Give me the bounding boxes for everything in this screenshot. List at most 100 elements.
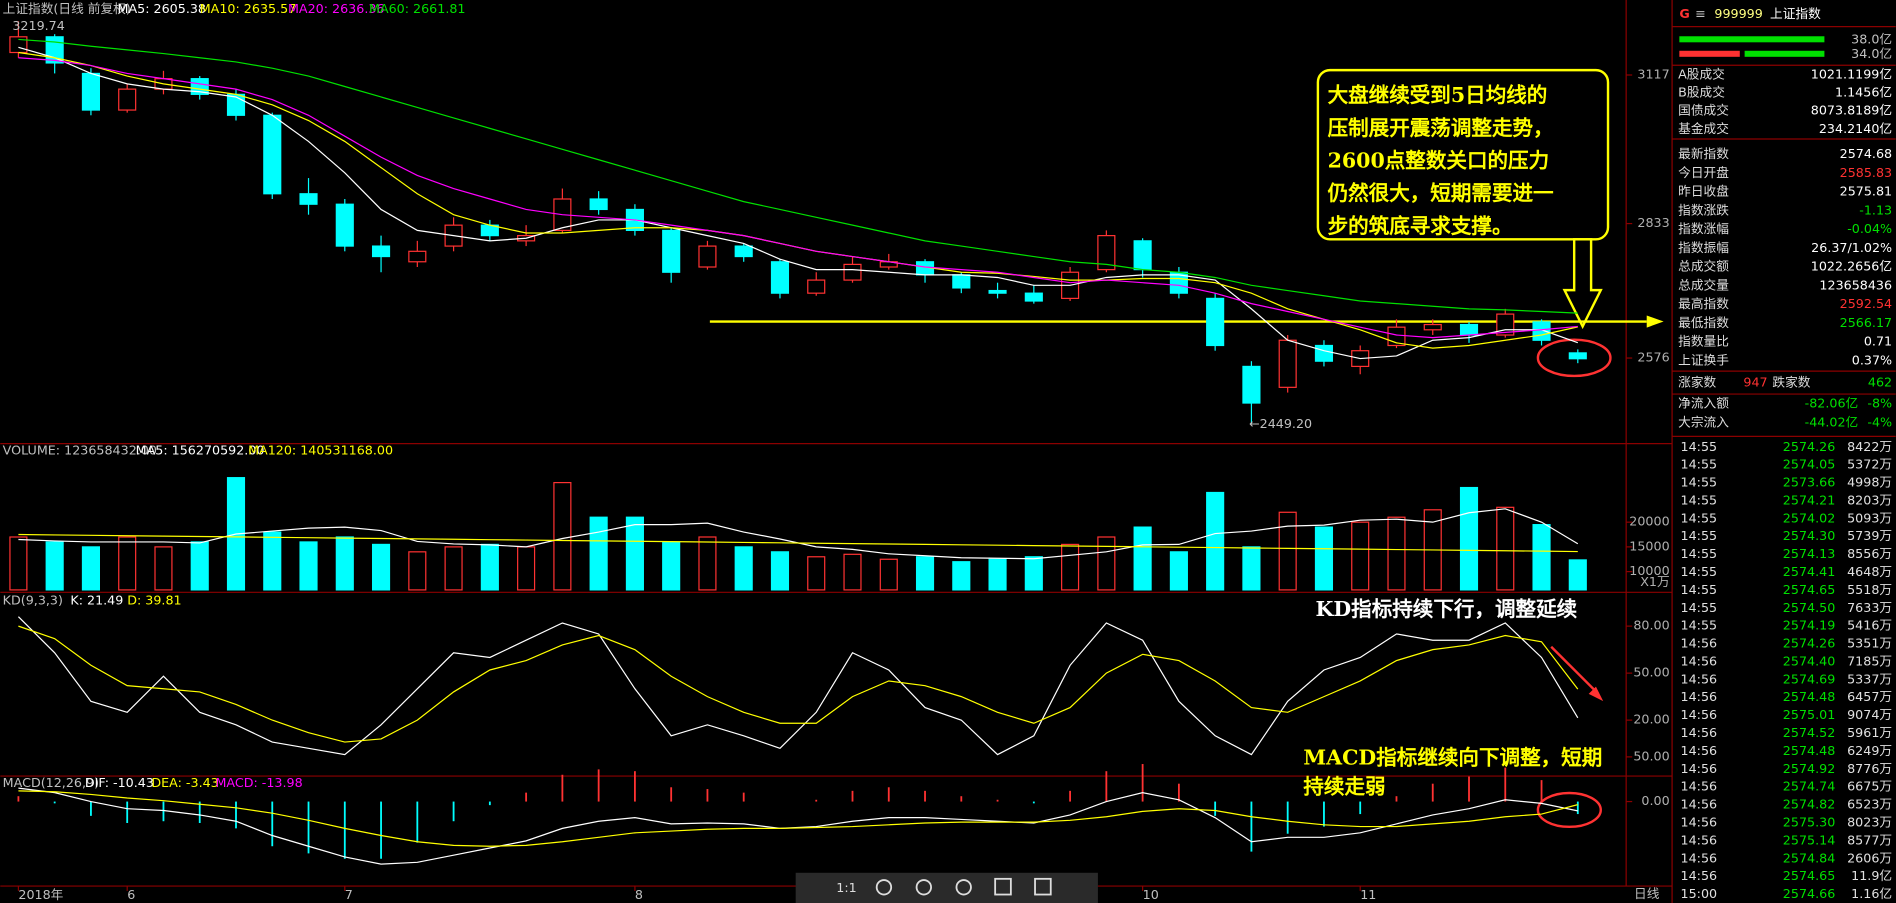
zoom-in[interactable] <box>875 879 893 896</box>
refresh[interactable] <box>955 879 972 896</box>
volume-bar <box>45 541 64 591</box>
select[interactable] <box>994 877 1012 896</box>
volume-bar <box>915 556 935 591</box>
tick-time: 14:55 <box>1681 600 1718 615</box>
zoom-out[interactable] <box>915 879 932 896</box>
pane-title: 上证指数(日线 前复权) <box>3 1 131 16</box>
y-tick-label: 15000 <box>1629 538 1669 553</box>
candle-body <box>1097 235 1116 271</box>
stat-value: -4% <box>1867 415 1892 430</box>
macd-note: 持续走弱 <box>1303 775 1385 799</box>
tick-price: 2574.52 <box>1783 725 1835 740</box>
stat-label: 今日开盘 <box>1678 165 1729 180</box>
tick-volume: 8422万 <box>1847 439 1892 454</box>
candle-body <box>299 193 318 205</box>
tick-volume: 8577万 <box>1847 832 1892 847</box>
volume-bar <box>335 536 354 591</box>
stat-label: 昨日收盘 <box>1678 184 1729 199</box>
legend-entry: MA10: 2635.57 <box>200 1 297 16</box>
stat-label: 指数振幅 <box>1678 240 1729 255</box>
stat-label: 总成交额 <box>1678 259 1729 274</box>
volume-bar <box>734 546 753 591</box>
stat-value: 2574.68 <box>1840 146 1892 161</box>
volume-bar <box>190 541 209 591</box>
tick-volume: 2606万 <box>1847 850 1892 865</box>
candle-body <box>408 250 427 263</box>
tick-price: 2575.14 <box>1783 832 1835 847</box>
tick-time: 14:56 <box>1681 689 1718 704</box>
period-label: 日线 <box>1634 886 1660 901</box>
stat-label: 指数涨跌 <box>1678 202 1729 217</box>
volume-bar <box>662 541 681 591</box>
tick-time: 14:56 <box>1681 779 1718 794</box>
tick-time: 14:55 <box>1681 457 1718 472</box>
stat-value: 2575.81 <box>1840 184 1892 199</box>
stat-label: 净流入额 <box>1678 395 1729 410</box>
volume-bar <box>1314 526 1334 591</box>
zoom-reset[interactable]: 1:1 <box>836 880 856 895</box>
tick-time: 14:55 <box>1681 510 1718 525</box>
tick-price: 2574.26 <box>1783 439 1835 454</box>
stock-name: 上证指数 <box>1770 6 1821 21</box>
save[interactable] <box>1034 877 1052 896</box>
line <box>18 57 1578 339</box>
line <box>18 533 1578 553</box>
y-tick-label: 50.00 <box>1633 748 1669 763</box>
volume-bar <box>263 531 282 591</box>
stat-label: 涨家数 <box>1678 375 1716 390</box>
stat-value: 8073.8189亿 <box>1811 103 1892 118</box>
tick-price: 2574.92 <box>1783 761 1835 776</box>
candle-body <box>988 289 1007 294</box>
tick-time: 14:55 <box>1681 528 1718 543</box>
tick-volume: 6249万 <box>1847 743 1892 758</box>
tick-price: 2574.48 <box>1783 743 1835 758</box>
candle-body <box>807 279 826 294</box>
volume-bar <box>1133 526 1152 591</box>
tick-volume: 6675万 <box>1847 779 1892 794</box>
stat-value: -1.13 <box>1859 202 1892 217</box>
volume-bar <box>807 556 826 591</box>
y-tick-label: 2576 <box>1637 350 1669 365</box>
stat-value: 2592.54 <box>1840 296 1892 311</box>
code-mark: G <box>1679 6 1689 21</box>
stat-value: 2566.17 <box>1840 315 1892 330</box>
stat-value: 1022.2656亿 <box>1811 259 1892 274</box>
tick-volume: 9074万 <box>1847 707 1892 722</box>
highlight-circle <box>1536 791 1602 829</box>
volume-bar <box>408 551 427 591</box>
ratio-bar <box>1679 50 1740 57</box>
candle-body <box>952 274 971 289</box>
tick-volume: 5337万 <box>1847 671 1892 686</box>
tick-price: 2574.02 <box>1783 510 1835 525</box>
candle-body <box>9 36 28 54</box>
stat-label: 最新指数 <box>1678 146 1729 161</box>
tick-price: 2574.26 <box>1783 636 1835 651</box>
tick-time: 14:56 <box>1681 832 1718 847</box>
candle-body <box>1532 321 1551 341</box>
volume-bar <box>1496 506 1515 591</box>
volume-bar <box>1459 486 1479 591</box>
y-tick-label: 10000 <box>1629 563 1669 578</box>
macd-note: MACD指标继续向下调整，短期 <box>1303 746 1602 770</box>
tick-volume: 8203万 <box>1847 492 1892 507</box>
tick-price: 2574.74 <box>1783 779 1835 794</box>
note-line: 仍然很大，短期需要进一 <box>1328 181 1554 205</box>
legend-entry: MA120: 140531168.00 <box>248 442 393 457</box>
tick-volume: 8023万 <box>1847 814 1892 829</box>
tick-price: 2574.41 <box>1783 564 1835 579</box>
stat-label: 最低指数 <box>1678 315 1729 330</box>
line <box>18 790 1578 847</box>
volume-bar <box>553 481 572 591</box>
candle-body <box>734 245 753 258</box>
stat-value: 0.71 <box>1864 334 1892 349</box>
y-tick-label: 20.00 <box>1633 712 1669 727</box>
line <box>17 616 1579 756</box>
tick-time: 14:56 <box>1681 797 1718 812</box>
low-label: ←2449.20 <box>1249 416 1312 431</box>
kd-note: KD指标持续下行，调整延续 <box>1315 597 1577 621</box>
candle-body <box>843 263 862 281</box>
volume-bar <box>1097 536 1116 591</box>
volume-bar <box>952 561 971 591</box>
volume-bar <box>81 546 101 591</box>
